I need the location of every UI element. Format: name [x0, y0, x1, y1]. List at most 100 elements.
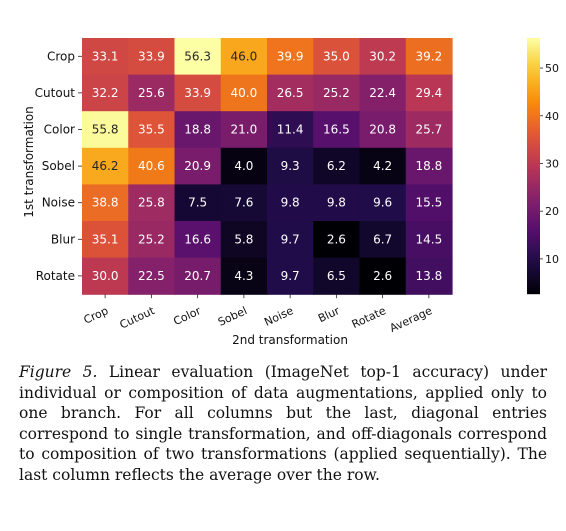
cell-label: 7.5 [188, 196, 207, 210]
cell-label: 11.4 [277, 123, 304, 137]
heatmap-cell [82, 38, 129, 76]
y-axis-label: 1st transformation [22, 106, 36, 218]
cell-label: 16.5 [323, 123, 350, 137]
cell-label: 35.5 [138, 123, 165, 137]
cell-label: 18.8 [416, 159, 443, 173]
cell-label: 4.3 [234, 269, 253, 283]
cell-label: 39.2 [416, 49, 443, 63]
cell-label: 5.8 [234, 232, 253, 246]
cell-label: 25.8 [138, 196, 165, 210]
cell-label: 46.0 [231, 49, 258, 63]
cell-label: 15.5 [416, 196, 443, 210]
cell-label: 9.3 [281, 159, 300, 173]
x-tick-labels: Crop Cutout Color Sobel Noise Blur Rotate Avera… [82, 294, 435, 335]
cell-label: 6.2 [327, 159, 346, 173]
x-tick-label: Average [388, 304, 435, 335]
heatmap-cell [267, 221, 314, 259]
figure-caption: Figure 5. Linear evaluation (ImageNet to… [19, 362, 547, 486]
cell-label: 40.0 [231, 86, 258, 100]
cell-label: 30.0 [92, 269, 119, 283]
heatmap-cell [313, 257, 361, 295]
heatmap-cell [313, 184, 361, 222]
heatmap-cell [405, 184, 453, 222]
heatmap-cell [174, 147, 222, 185]
heatmap-cell [359, 38, 407, 76]
x-axis-label: 2nd transformation [232, 333, 348, 347]
heatmap-cell [313, 38, 361, 76]
caption-text: Linear evaluation (ImageNet top-1 accura… [19, 363, 547, 484]
heatmap-cell [82, 257, 129, 295]
heatmap-cell [359, 184, 407, 222]
heatmap-cell [405, 74, 453, 112]
x-tick-label: Blur [316, 304, 342, 325]
x-tick-label: Crop [82, 304, 111, 327]
cell-label: 16.6 [184, 232, 211, 246]
cell-label: 9.8 [281, 196, 300, 210]
heatmap-cell [313, 74, 361, 112]
cell-label: 33.1 [92, 49, 119, 63]
colorbar-tick-label: 20 [545, 205, 559, 218]
cell-label: 56.3 [184, 49, 211, 63]
heatmap-cell [220, 111, 268, 149]
heatmap-cell [128, 38, 176, 76]
heatmap-cell [128, 111, 176, 149]
cell-label: 4.2 [373, 159, 392, 173]
heatmap-cell [405, 257, 453, 295]
heatmap-cell [174, 257, 222, 295]
x-tick-label: Color [171, 304, 203, 328]
colorbar-tick-label: 10 [545, 253, 559, 266]
cell-label: 39.9 [277, 49, 304, 63]
heatmap-cell [128, 257, 176, 295]
heatmap-cell [359, 257, 407, 295]
cell-label: 25.2 [323, 86, 350, 100]
cell-label: 13.8 [416, 269, 443, 283]
heatmap-cell [267, 147, 314, 185]
heatmap-cell [220, 257, 268, 295]
cell-label: 22.4 [369, 86, 396, 100]
heatmap-cell [174, 184, 222, 222]
heatmap-cell [128, 184, 176, 222]
cell-label: 14.5 [416, 232, 443, 246]
heatmap-cell [359, 111, 407, 149]
heatmap-cell [174, 111, 222, 149]
cell-label: 20.9 [184, 159, 211, 173]
heatmap-cell [128, 147, 176, 185]
y-tick-label: Color [44, 123, 75, 137]
heatmap-cell [359, 74, 407, 112]
cell-label: 18.8 [184, 123, 211, 137]
cell-label: 2.6 [373, 269, 392, 283]
heatmap-cell [82, 184, 129, 222]
cell-label: 32.2 [92, 86, 119, 100]
colorbar-tick-label: 30 [545, 157, 559, 170]
heatmap-cell [174, 38, 222, 76]
cell-label: 9.7 [281, 232, 300, 246]
heatmap-cell [174, 74, 222, 112]
heatmap-cell [313, 111, 361, 149]
heatmap-cell [359, 147, 407, 185]
y-tick-label: Noise [42, 196, 75, 210]
cell-label: 33.9 [138, 49, 165, 63]
heatmap-cell [405, 221, 453, 259]
y-tick-label: Blur [51, 232, 75, 246]
cell-label: 2.6 [327, 232, 346, 246]
y-tick-label: Cutout [35, 86, 76, 100]
x-tick-label: Rotate [350, 304, 388, 331]
heatmap-cell [313, 221, 361, 259]
heatmap-cell [267, 257, 314, 295]
heatmap-cell [405, 111, 453, 149]
y-tick-label: Rotate [36, 269, 75, 283]
heatmap-cell [267, 74, 314, 112]
heatmap-cells: 33.1 33.9 56.3 46.0 39.9 35.0 30.2 39.2 32.2 25.6… [82, 38, 453, 295]
heatmap-cell [174, 221, 222, 259]
colorbar: 10 20 30 40 50 [527, 38, 559, 295]
heatmap-cell [220, 184, 268, 222]
x-tick-label: Sobel [216, 304, 249, 329]
y-tick-label: Crop [47, 49, 75, 63]
heatmap-cell [82, 74, 129, 112]
cell-label: 26.5 [277, 86, 304, 100]
cell-label: 35.1 [92, 232, 119, 246]
cell-label: 9.8 [327, 196, 346, 210]
cell-label: 46.2 [92, 159, 119, 173]
cell-label: 25.7 [416, 123, 443, 137]
cell-label: 38.8 [92, 196, 119, 210]
